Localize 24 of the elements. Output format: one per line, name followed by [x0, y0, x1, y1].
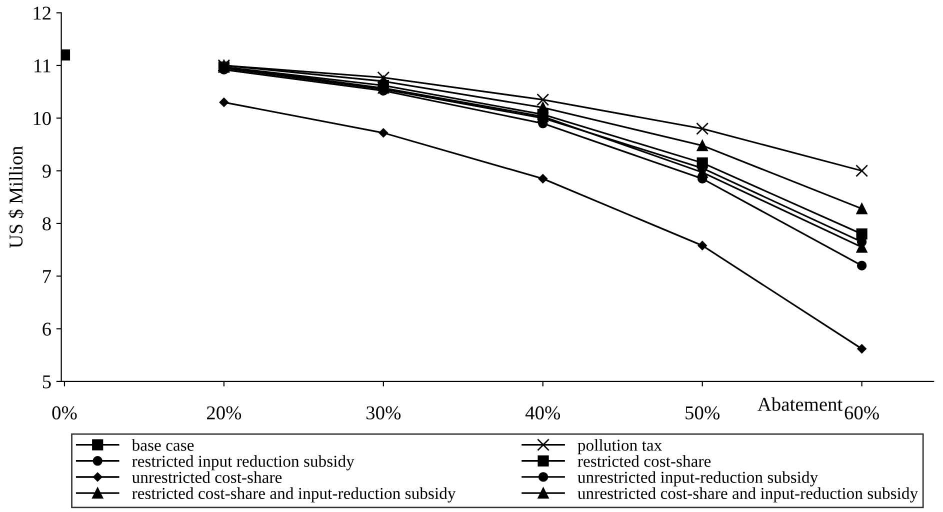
y-tick-label: 7	[43, 270, 52, 283]
x-tick-label: 60%	[844, 406, 879, 420]
legend-label: unrestricted cost-share and input-reduction subsidy	[578, 487, 918, 502]
legend-label: restricted input reduction subsidy	[132, 455, 354, 470]
legend-label: restricted cost-share	[578, 455, 711, 467]
x-tick-label: 50%	[686, 406, 720, 420]
legend-label: pollution tax	[578, 439, 662, 454]
y-tick-label: 9	[42, 164, 51, 178]
x-tick-label: 0%	[52, 406, 77, 420]
legend-label: restricted cost-share and input-reduction subsidy	[132, 487, 456, 502]
legend-label: base case	[132, 439, 194, 451]
x-axis-title: Abatement	[758, 397, 843, 411]
y-tick-label: 12	[34, 6, 50, 20]
x-tick-label: 40%	[525, 406, 560, 420]
y-tick-label: 6	[42, 322, 51, 336]
y-tick-label: 8	[42, 217, 51, 230]
y-tick-label: 10	[34, 112, 51, 126]
y-tick-label: 11	[34, 59, 50, 72]
y-tick-label: 5	[42, 375, 51, 388]
y-axis-title: US $ Million	[8, 146, 24, 248]
x-tick-label: 20%	[206, 406, 242, 420]
legend-label: unrestricted cost-share	[132, 471, 282, 483]
x-tick-label: 30%	[366, 406, 401, 420]
legend-label: unrestricted input-reduction subsidy	[578, 471, 818, 486]
